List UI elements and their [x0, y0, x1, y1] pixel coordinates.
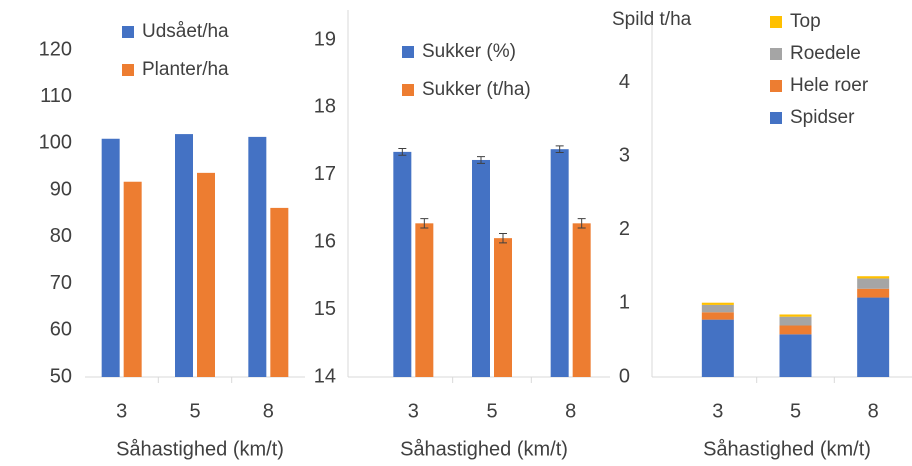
x-tick-label: 3 — [712, 400, 723, 422]
legend-swatch — [770, 16, 782, 28]
y-axis-label: Spild t/ha — [612, 9, 692, 30]
y-tick-label: 80 — [50, 225, 72, 247]
bar — [572, 223, 591, 377]
y-tick-label: 50 — [50, 365, 72, 387]
bar — [123, 181, 142, 377]
y-tick-label: 60 — [50, 319, 72, 341]
y-tick-label: 16 — [314, 230, 336, 252]
bar — [393, 151, 412, 377]
bar — [415, 223, 434, 377]
legend-swatch — [770, 112, 782, 124]
bar-segment — [857, 297, 890, 377]
y-tick-label: 4 — [619, 71, 630, 93]
x-tick-label: 5 — [790, 400, 801, 422]
x-tick-label: 3 — [408, 400, 419, 422]
legend-swatch — [770, 48, 782, 60]
y-tick-label: 0 — [619, 365, 630, 387]
legend-label: Planter/ha — [142, 59, 229, 80]
y-tick-label: 100 — [39, 132, 72, 154]
legend-label: Roedele — [790, 43, 861, 64]
bar-segment — [779, 316, 812, 326]
bar-segment — [857, 276, 890, 279]
bar-segment — [701, 319, 734, 377]
legend-label: Sukker (%) — [422, 41, 516, 62]
bar — [472, 159, 490, 377]
legend-swatch — [402, 46, 414, 58]
x-tick-label: 5 — [486, 400, 497, 422]
legend-swatch — [770, 80, 782, 92]
x-tick-label: 8 — [868, 400, 879, 422]
y-tick-label: 1 — [619, 292, 630, 314]
bar — [101, 138, 120, 377]
y-tick-label: 15 — [314, 298, 336, 320]
legend-label: Hele roer — [790, 75, 869, 96]
bar — [494, 238, 512, 377]
y-tick-label: 18 — [314, 96, 336, 118]
y-tick-label: 14 — [314, 365, 336, 387]
legend-swatch — [402, 84, 414, 96]
y-tick-label: 3 — [619, 145, 630, 167]
bar-segment — [779, 325, 812, 335]
bar — [197, 172, 215, 377]
legend-label: Udsået/ha — [142, 21, 229, 42]
bar-segment — [857, 278, 890, 289]
bar-segment — [779, 334, 812, 377]
x-tick-label: 3 — [116, 400, 127, 422]
legend-label: Spidser — [790, 107, 855, 128]
error-bar — [398, 148, 407, 156]
legend-swatch — [122, 26, 134, 38]
y-tick-label: 120 — [39, 38, 72, 60]
error-bar — [577, 218, 586, 229]
x-tick-label: 8 — [565, 400, 576, 422]
bar-segment — [701, 302, 734, 305]
x-tick-label: 8 — [263, 400, 274, 422]
bar-segment — [779, 314, 812, 317]
x-axis-label: Såhastighed (km/t) — [703, 438, 871, 460]
bar-segment — [701, 312, 734, 320]
legend-label: Sukker (t/ha) — [422, 79, 531, 100]
error-bar — [555, 145, 564, 154]
bar — [270, 207, 289, 377]
bar-segment — [857, 288, 890, 298]
error-bar — [499, 232, 507, 244]
bar — [248, 136, 267, 377]
y-tick-label: 90 — [50, 178, 72, 200]
y-tick-label: 17 — [314, 163, 336, 185]
y-tick-label: 70 — [50, 272, 72, 294]
y-tick-label: 110 — [40, 85, 72, 107]
bar — [550, 149, 569, 377]
error-bar — [420, 218, 429, 229]
bar-segment — [701, 304, 734, 313]
y-tick-label: 19 — [314, 28, 336, 50]
y-tick-label: 2 — [619, 218, 630, 240]
error-bar — [477, 156, 485, 164]
x-axis-label: Såhastighed (km/t) — [400, 438, 568, 460]
legend-swatch — [122, 64, 134, 76]
bar — [175, 134, 193, 377]
x-axis-label: Såhastighed (km/t) — [116, 438, 284, 460]
legend-label: Top — [790, 11, 821, 32]
x-tick-label: 5 — [189, 400, 200, 422]
